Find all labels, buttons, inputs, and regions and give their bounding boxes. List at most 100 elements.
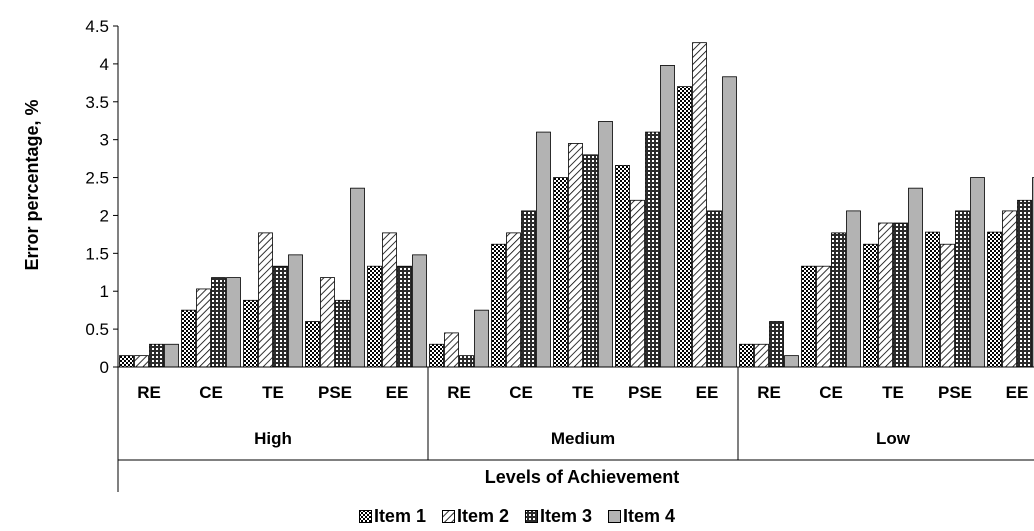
bar-low-re-item3 — [769, 321, 784, 368]
bar-high-ee-item1 — [367, 265, 382, 368]
x-subcategory-label: RE — [447, 383, 471, 402]
bar-high-te-item2 — [258, 232, 273, 368]
x-group-label: Medium — [551, 429, 615, 448]
x-subcategory-label: TE — [572, 383, 594, 402]
bar-low-pse-item3 — [955, 210, 970, 368]
bar-low-te-item2 — [878, 222, 893, 368]
legend-label: Item 2 — [456, 506, 509, 526]
bar-high-re-item2 — [134, 355, 149, 368]
bar-high-ee-item3 — [397, 265, 412, 368]
legend-swatch — [608, 510, 622, 523]
y-tick-label: 1.5 — [85, 244, 109, 263]
y-tick-label: 2 — [100, 206, 109, 225]
bar-low-re-item4 — [784, 355, 799, 368]
y-tick-label: 0 — [100, 358, 109, 377]
bar-medium-re-item3 — [459, 355, 474, 368]
x-group-label: High — [254, 429, 292, 448]
bar-medium-pse-item2 — [630, 199, 645, 368]
x-subcategory-label: TE — [262, 383, 284, 402]
legend-item-2: Item 2 — [441, 506, 509, 527]
bar-medium-ee-item4 — [722, 76, 737, 368]
bar-low-ce-item4 — [846, 210, 861, 368]
bar-high-ce-item1 — [181, 309, 196, 368]
bar-low-ee-item4 — [1032, 177, 1034, 368]
bar-medium-re-item1 — [429, 343, 444, 368]
legend-swatch — [441, 510, 455, 523]
bar-medium-ce-item3 — [521, 210, 536, 368]
bar-low-ce-item2 — [816, 265, 831, 368]
bar-high-pse-item3 — [335, 299, 350, 368]
bar-low-pse-item4 — [970, 177, 985, 368]
legend: Item 1 Item 2 Item 3 Item 4 — [0, 506, 1034, 527]
bar-high-te-item3 — [273, 265, 288, 368]
bar-low-ee-item1 — [987, 231, 1002, 368]
bar-low-pse-item2 — [940, 243, 955, 368]
legend-item-3: Item 3 — [525, 506, 592, 527]
legend-item-1: Item 1 — [358, 506, 426, 527]
bar-low-ee-item3 — [1017, 199, 1032, 368]
bar-high-ee-item4 — [412, 254, 427, 368]
bar-high-re-item1 — [119, 355, 134, 368]
x-subcategory-label: CE — [819, 383, 843, 402]
x-subcategory-label: PSE — [318, 383, 352, 402]
bar-low-re-item2 — [754, 343, 769, 368]
y-tick-label: 2.5 — [85, 169, 109, 188]
bar-low-te-item3 — [893, 222, 908, 368]
bar-medium-te-item2 — [568, 143, 583, 368]
legend-item-4: Item 4 — [608, 506, 675, 527]
y-tick-label: 4.5 — [85, 17, 109, 36]
x-subcategory-label: EE — [386, 383, 409, 402]
bar-medium-ce-item4 — [536, 131, 551, 368]
bar-medium-te-item4 — [598, 121, 613, 368]
bar-low-ee-item2 — [1002, 210, 1017, 368]
x-axis-title: Levels of Achievement — [485, 467, 679, 487]
legend-label: Item 3 — [540, 506, 593, 526]
bar-medium-te-item1 — [553, 177, 568, 368]
legend-swatch — [358, 510, 372, 523]
bar-medium-te-item3 — [583, 154, 598, 368]
bar-medium-ce-item1 — [491, 243, 506, 368]
x-subcategory-label: EE — [696, 383, 719, 402]
bar-high-pse-item1 — [305, 321, 320, 368]
bar-low-re-item1 — [739, 343, 754, 368]
bar-medium-ee-item2 — [692, 42, 707, 368]
bar-medium-re-item4 — [474, 309, 489, 368]
y-tick-label: 0.5 — [85, 320, 109, 339]
bar-low-pse-item1 — [925, 231, 940, 368]
bar-high-ce-item3 — [211, 277, 226, 368]
bar-medium-ee-item1 — [677, 86, 692, 368]
bar-medium-pse-item4 — [660, 65, 675, 368]
bar-high-te-item4 — [288, 254, 303, 368]
bar-high-pse-item2 — [320, 277, 335, 368]
bar-medium-pse-item1 — [615, 165, 630, 368]
y-tick-label: 3 — [100, 131, 109, 150]
x-subcategory-label: CE — [509, 383, 533, 402]
bar-medium-ee-item3 — [707, 210, 722, 368]
x-subcategory-label: RE — [137, 383, 161, 402]
x-subcategory-label: PSE — [938, 383, 972, 402]
bar-medium-re-item2 — [444, 332, 459, 368]
y-tick-label: 4 — [100, 55, 109, 74]
bar-high-re-item3 — [149, 343, 164, 368]
bar-low-te-item1 — [863, 243, 878, 368]
bar-high-ee-item2 — [382, 232, 397, 368]
bar-low-te-item4 — [908, 187, 923, 368]
bar-medium-ce-item2 — [506, 232, 521, 368]
bar-medium-pse-item3 — [645, 131, 660, 368]
x-subcategory-label: TE — [882, 383, 904, 402]
bar-high-pse-item4 — [350, 187, 365, 368]
legend-label: Item 4 — [623, 506, 676, 526]
x-group-label: Low — [876, 429, 911, 448]
x-subcategory-label: RE — [757, 383, 781, 402]
legend-swatch — [525, 510, 538, 523]
x-subcategory-label: PSE — [628, 383, 662, 402]
legend-label: Item 1 — [373, 506, 426, 526]
bar-low-ce-item1 — [801, 265, 816, 368]
y-tick-label: 3.5 — [85, 93, 109, 112]
x-subcategory-label: EE — [1006, 383, 1029, 402]
bar-high-te-item1 — [243, 299, 258, 368]
y-axis-title: Error percentage, % — [22, 99, 42, 270]
bar-high-re-item4 — [164, 343, 179, 368]
bar-high-ce-item4 — [226, 277, 241, 368]
